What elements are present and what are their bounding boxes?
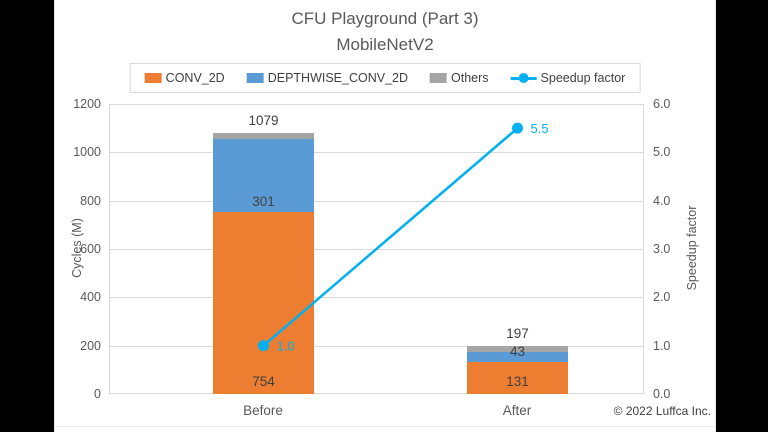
- bar-segment-depthwise_conv_2d: [467, 351, 568, 363]
- bar-segment-conv_2d: [213, 211, 314, 394]
- plot-frame: [109, 104, 644, 394]
- depthwise-swatch-icon: [246, 73, 264, 83]
- others-swatch-icon: [430, 73, 448, 83]
- left-axis-tick: 1200: [73, 97, 101, 111]
- left-axis-tick: 200: [80, 338, 101, 353]
- bar-segment-others: [467, 346, 568, 352]
- left-axis-tick: 1000: [73, 145, 101, 160]
- legend-item-conv2d: CONV_2D: [144, 71, 225, 85]
- copyright-text: © 2022 Luffca Inc.: [613, 404, 711, 418]
- chart-title: CFU Playground (Part 3) MobileNetV2: [55, 6, 715, 58]
- left-axis-tick: 400: [80, 290, 101, 305]
- chart-legend: CONV_2D DEPTHWISE_CONV_2D Others Speedup…: [129, 63, 641, 93]
- category-label-before: Before: [243, 403, 283, 418]
- left-axis-tick: 600: [80, 242, 101, 256]
- right-axis-tick: 3.0: [653, 242, 671, 256]
- legend-item-depthwise: DEPTHWISE_CONV_2D: [246, 71, 409, 85]
- legend-item-speedup: Speedup factor: [510, 71, 626, 85]
- depthwise-label: 301: [252, 193, 275, 209]
- total-label: 1079: [248, 113, 279, 129]
- legend-label-conv2d: CONV_2D: [165, 71, 225, 85]
- left-axis-tick: 800: [80, 193, 101, 208]
- right-axis-tick: 1.0: [653, 338, 671, 353]
- left-axis-tick: 0: [94, 387, 101, 401]
- chart-title-line1: CFU Playground (Part 3): [291, 9, 479, 28]
- slide-canvas: CFU Playground (Part 3) MobileNetV2 CONV…: [54, 0, 716, 432]
- bar-segment-conv_2d: [467, 362, 568, 394]
- conv2d-label: 131: [506, 374, 529, 389]
- right-axis-tick: 4.0: [653, 193, 671, 208]
- right-axis-tick: 6.0: [653, 97, 671, 111]
- chart-title-line2: MobileNetV2: [336, 35, 434, 54]
- legend-label-speedup: Speedup factor: [540, 71, 626, 85]
- conv2d-label: 754: [252, 374, 275, 389]
- conv2d-swatch-icon: [144, 73, 162, 83]
- legend-item-others: Others: [430, 71, 489, 85]
- right-axis-title: Speedup factor: [685, 205, 699, 291]
- right-axis-tick: 0.0: [653, 387, 671, 401]
- category-label-after: After: [502, 403, 532, 418]
- right-axis-tick: 5.0: [653, 145, 671, 160]
- right-axis-tick: 2.0: [653, 290, 671, 305]
- depthwise-label: 43: [509, 344, 526, 360]
- bar-segment-others: [213, 133, 314, 140]
- speedup-line-marker-icon: [510, 72, 537, 84]
- legend-label-others: Others: [451, 71, 489, 85]
- left-axis-title: Cycles (M): [70, 218, 84, 278]
- total-label: 197: [506, 326, 529, 342]
- slide-bottom-divider: [55, 426, 715, 427]
- legend-label-depthwise: DEPTHWISE_CONV_2D: [267, 71, 409, 85]
